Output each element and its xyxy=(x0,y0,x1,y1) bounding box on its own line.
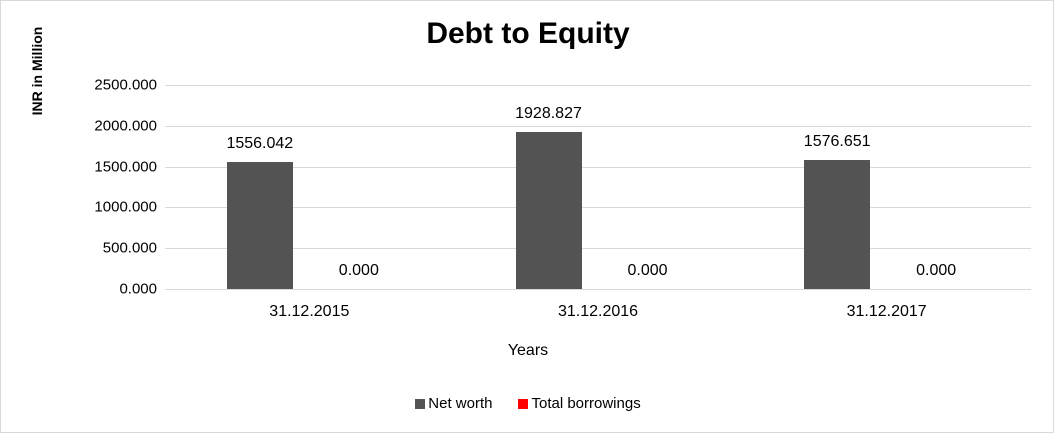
x-axis-title: Years xyxy=(507,342,549,359)
bar xyxy=(226,162,293,289)
y-axis-tick-labels: 0.000 500.000 1000.000 1500.000 2000.000 2500… xyxy=(57,77,157,298)
y-axis-tick-label: 0.000 xyxy=(119,280,157,298)
gridline xyxy=(165,289,1031,290)
legend-entry[interactable]: Net worth xyxy=(415,395,492,412)
y-axis-title: INR in Million xyxy=(29,26,45,116)
bar-value-label: 1576.651 xyxy=(803,133,871,151)
bar-value-label: 0.000 xyxy=(916,262,957,279)
bar-value-label: 0.000 xyxy=(627,262,668,279)
y-axis-tick-label: 2000.000 xyxy=(94,117,157,135)
legend-label: Total borrowings xyxy=(531,395,641,412)
chart-title: Debt to Equity xyxy=(426,17,630,50)
bar xyxy=(804,160,871,289)
x-axis-tick-label: 31.12.2015 xyxy=(269,303,350,320)
x-axis-tick-label: 31.12.2017 xyxy=(846,303,927,320)
gridline xyxy=(165,125,1031,127)
gridline xyxy=(165,248,1031,250)
gridline xyxy=(165,207,1031,209)
y-axis-tick-label: 1000.000 xyxy=(94,198,157,216)
legend-entry[interactable]: Total borrowings xyxy=(518,395,641,412)
y-axis-tick-label: 2500.000 xyxy=(94,76,157,94)
y-axis-tick-label: 500.000 xyxy=(102,239,157,257)
x-axis-tick-label: 31.12.2016 xyxy=(557,303,639,320)
legend-label: Net worth xyxy=(428,395,493,412)
legend: Net worth Total borrowings xyxy=(1,395,1053,412)
plot-area: 1556.042 0.000 1928.827 0.000 1576.651 0.000 xyxy=(165,85,1031,290)
bar xyxy=(515,131,582,289)
legend-swatch-icon xyxy=(415,398,426,409)
legend-swatch-icon xyxy=(518,398,529,409)
bar-value-label: 0.000 xyxy=(338,262,379,279)
bar-value-label: 1928.827 xyxy=(515,104,582,122)
y-axis-tick-label: 1500.000 xyxy=(94,158,157,176)
gridline xyxy=(165,166,1031,168)
bar-value-label: 1556.042 xyxy=(226,135,294,153)
gridline xyxy=(165,85,1031,86)
